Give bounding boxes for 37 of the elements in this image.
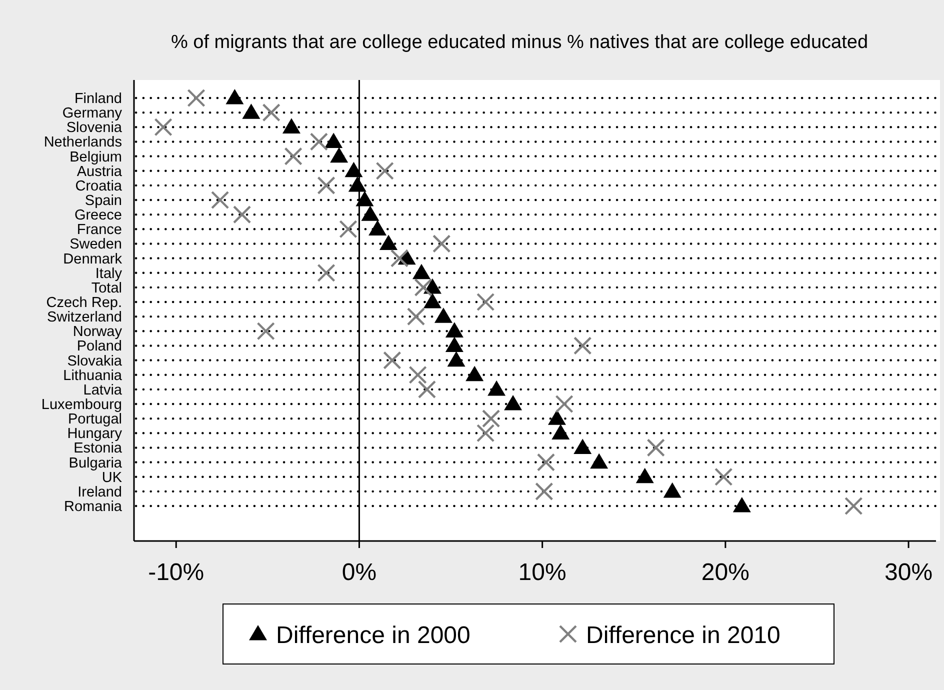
y-tick-label: Hungary [67,426,123,442]
y-tick-label: Lithuania [63,368,123,384]
y-tick-label: Latvia [83,382,123,398]
y-tick-label: Switzerland [47,310,122,326]
y-tick-label: Netherlands [44,134,122,151]
legend-label: Difference in 2000 [276,622,470,649]
y-tick-label: Czech Rep. [46,295,122,311]
y-tick-label: Austria [76,164,123,180]
y-tick-label: Bulgaria [68,455,123,472]
y-tick-label: Croatia [75,178,123,194]
y-tick-label: Total [91,280,122,296]
y-tick-label: Estonia [74,440,123,457]
y-tick-label: Spain [84,193,122,209]
y-tick-label: Belgium [70,149,122,166]
x-tick-label: 30% [884,559,933,586]
y-tick-label: Romania [64,499,123,515]
x-tick-label: 20% [701,559,750,586]
y-tick-label: Slovakia [67,353,123,370]
x-tick-label: 10% [518,559,566,586]
y-tick-label: Slovenia [66,120,123,136]
y-tick-label: Denmark [63,251,123,268]
y-tick-label: Finland [74,91,122,107]
x-tick-label: 0% [342,559,377,586]
y-tick-label: France [76,222,122,238]
y-tick-label: Poland [76,338,122,355]
y-tick-label: Sweden [70,236,122,253]
legend-label: Difference in 2010 [586,622,780,649]
y-tick-label: Ireland [78,484,122,500]
x-tick-label: -10% [148,559,204,586]
y-tick-label: Portugal [68,412,122,428]
y-tick-label: Italy [95,266,123,282]
chart-title: % of migrants that are college educated minus % natives that are college educated [170,32,868,53]
y-tick-label: Norway [72,324,123,340]
y-tick-label: Germany [62,106,123,122]
y-tick-label: UK [102,470,122,486]
y-tick-label: Greece [74,208,122,224]
y-tick-label: Luxembourg [41,397,122,413]
